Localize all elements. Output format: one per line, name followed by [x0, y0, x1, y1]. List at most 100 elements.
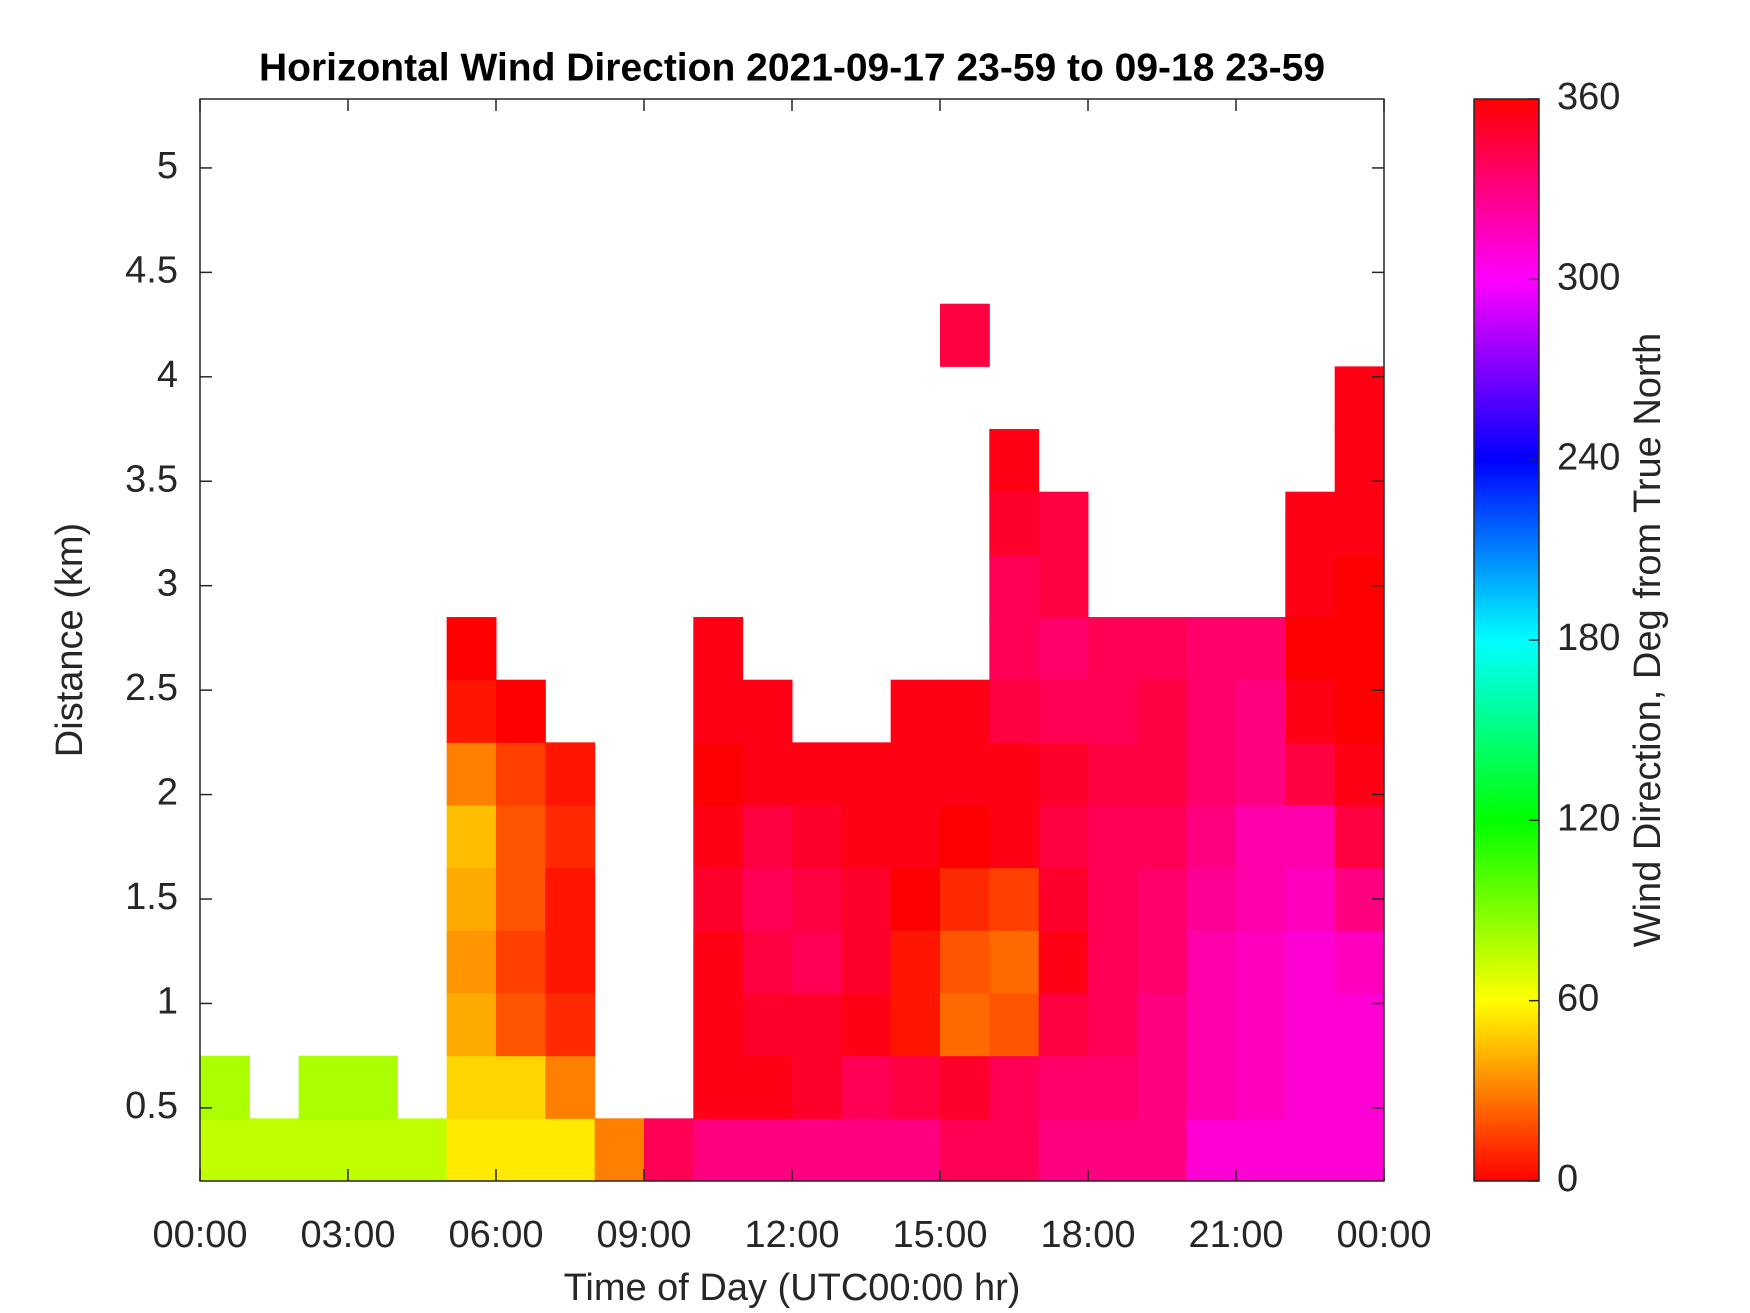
- x-tick-label: 12:00: [744, 1214, 839, 1256]
- heatmap-cell: [1038, 930, 1089, 994]
- heatmap-cell: [693, 867, 744, 931]
- heatmap-cell: [1137, 1118, 1188, 1182]
- heatmap-cell: [989, 1055, 1040, 1119]
- heatmap-cell: [545, 930, 596, 994]
- heatmap-cell: [792, 930, 842, 994]
- heatmap-cell: [1088, 617, 1138, 681]
- heatmap-cell: [792, 867, 842, 931]
- heatmap-cell: [1186, 1118, 1237, 1182]
- heatmap-cell: [1236, 867, 1286, 931]
- heatmap-cell: [496, 679, 546, 743]
- heatmap-cell: [1186, 1055, 1237, 1119]
- heatmap-cell: [693, 805, 744, 869]
- heatmap-cell: [1285, 930, 1336, 994]
- heatmap-cell: [1186, 993, 1237, 1057]
- x-tick-label: 09:00: [596, 1214, 691, 1256]
- heatmap-cell: [940, 805, 990, 869]
- heatmap-cell: [1334, 805, 1385, 869]
- colorbar-tick-label: 60: [1557, 978, 1599, 1020]
- heatmap-cell: [446, 1055, 497, 1119]
- y-tick-label: 3: [157, 563, 178, 605]
- heatmap-cell: [792, 742, 842, 806]
- heatmap-cell: [397, 1118, 448, 1182]
- heatmap-cell: [1334, 617, 1385, 681]
- heatmap-cell: [446, 1118, 497, 1182]
- heatmap-cell: [1137, 867, 1188, 931]
- heatmap-cell: [1236, 1055, 1286, 1119]
- heatmap-cell: [594, 1118, 645, 1182]
- heatmap-cell: [1038, 742, 1089, 806]
- heatmap-cell: [940, 742, 990, 806]
- heatmap-cell: [989, 429, 1040, 493]
- heatmap-cell: [1186, 867, 1237, 931]
- heatmap-cell: [1285, 1118, 1336, 1182]
- colorbar-tick-label: 300: [1557, 256, 1620, 298]
- heatmap-cell: [742, 1055, 793, 1119]
- heatmap-cell: [890, 1118, 941, 1182]
- heatmap-cell: [841, 742, 892, 806]
- y-tick-label: 0.5: [125, 1085, 178, 1127]
- heatmap-cell: [1038, 554, 1089, 618]
- heatmap-cell: [1088, 1055, 1138, 1119]
- heatmap-cell: [1038, 867, 1089, 931]
- heatmap-cell: [348, 1055, 398, 1119]
- colorbar-tick-label: 240: [1557, 437, 1620, 479]
- heatmap-cell: [1186, 805, 1237, 869]
- heatmap-cell: [1236, 805, 1286, 869]
- heatmap-cell: [989, 679, 1040, 743]
- heatmap-cell: [1038, 805, 1089, 869]
- heatmap-cell: [446, 993, 497, 1057]
- heatmap-cell: [890, 742, 941, 806]
- heatmap-cell: [693, 1118, 744, 1182]
- heatmap-cell: [890, 1055, 941, 1119]
- heatmap-cell: [446, 930, 497, 994]
- heatmap-cell: [1186, 617, 1237, 681]
- heatmap-cell: [989, 742, 1040, 806]
- heatmap-cell: [1334, 1118, 1385, 1182]
- heatmap-cell: [545, 867, 596, 931]
- y-tick-label: 1.5: [125, 876, 178, 918]
- y-axis-label: Distance (km): [49, 523, 91, 757]
- colorbar-tick-label: 360: [1557, 76, 1620, 118]
- colorbar: [1473, 98, 1540, 1182]
- heatmap-cell: [1236, 1118, 1286, 1182]
- heatmap-cell: [841, 1118, 892, 1182]
- colorbar-tick-label: 180: [1557, 617, 1620, 659]
- heatmap-cell: [200, 1118, 250, 1182]
- heatmap-cell: [742, 930, 793, 994]
- heatmap-cell: [940, 679, 990, 743]
- heatmap-cell: [1038, 617, 1089, 681]
- heatmap-cell: [496, 993, 546, 1057]
- heatmap-cell: [1334, 742, 1385, 806]
- heatmap-cell: [446, 742, 497, 806]
- heatmap-cell: [545, 1055, 596, 1119]
- heatmap-cell: [693, 679, 744, 743]
- heatmap-cell: [1236, 742, 1286, 806]
- heatmap-cell: [989, 805, 1040, 869]
- heatmap-cell: [742, 805, 793, 869]
- heatmap-cell: [446, 679, 497, 743]
- heatmap-cell: [496, 1118, 546, 1182]
- heatmap-cell: [1186, 930, 1237, 994]
- heatmap-cell: [1285, 679, 1336, 743]
- heatmap-cell: [940, 993, 990, 1057]
- heatmap-cell: [545, 742, 596, 806]
- y-tick-label: 5: [157, 145, 178, 187]
- heatmap-cell: [1334, 429, 1385, 493]
- heatmap-cell: [1137, 805, 1188, 869]
- heatmap-cell: [1334, 679, 1385, 743]
- heatmap-cell: [1038, 1055, 1089, 1119]
- heatmap-cell: [1236, 617, 1286, 681]
- heatmap-cell: [989, 1118, 1040, 1182]
- heatmap-cell: [890, 930, 941, 994]
- heatmap-cell: [446, 617, 497, 681]
- heatmap-cell: [1334, 930, 1385, 994]
- heatmap-cell: [1186, 742, 1237, 806]
- heatmap-cell: [940, 1118, 990, 1182]
- heatmap-cell: [446, 867, 497, 931]
- heatmap-cell: [545, 1118, 596, 1182]
- x-tick-label: 21:00: [1188, 1214, 1283, 1256]
- heatmap-cell: [890, 805, 941, 869]
- heatmap-cell: [496, 930, 546, 994]
